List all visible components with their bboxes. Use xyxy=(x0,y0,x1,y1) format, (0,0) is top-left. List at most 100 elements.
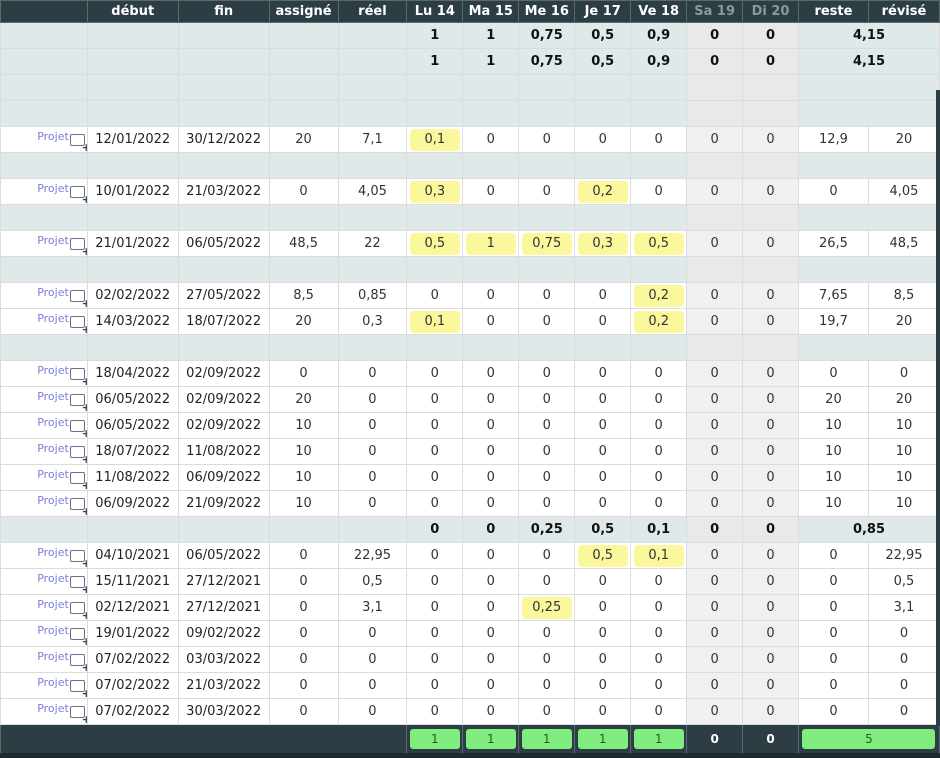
day-time-cell[interactable]: 0,5 xyxy=(406,230,464,257)
day-time-cell[interactable]: 0,2 xyxy=(574,178,632,205)
day-time-cell[interactable]: 0 xyxy=(574,282,632,309)
weekend-time-cell[interactable]: 0 xyxy=(742,568,799,595)
day-time-cell[interactable]: 0 xyxy=(462,360,520,387)
weekend-time-cell[interactable]: 0 xyxy=(686,672,744,699)
revised-cell[interactable]: 10 xyxy=(867,464,940,491)
revised-cell[interactable]: 10 xyxy=(867,412,940,439)
add-comment-icon[interactable] xyxy=(69,601,86,620)
day-time-cell[interactable]: 0 xyxy=(518,178,576,205)
day-time-cell[interactable]: 0 xyxy=(406,594,464,621)
add-comment-icon[interactable] xyxy=(69,653,86,672)
weekend-time-cell[interactable]: 0 xyxy=(686,698,744,725)
weekend-time-cell[interactable]: 0 xyxy=(686,464,744,491)
day-time-cell[interactable]: 0 xyxy=(462,646,520,673)
day-time-cell[interactable]: 0 xyxy=(518,620,576,647)
day-time-cell[interactable]: 0,1 xyxy=(406,308,464,335)
project-link[interactable]: Projet xyxy=(37,130,69,143)
day-time-cell[interactable]: 0 xyxy=(406,464,464,491)
col-header-weekend[interactable]: Di 20 xyxy=(742,0,799,23)
weekend-time-cell[interactable]: 0 xyxy=(742,438,799,465)
add-comment-icon[interactable] xyxy=(69,419,86,438)
day-time-cell[interactable]: 0 xyxy=(462,490,520,517)
project-link[interactable]: Projet xyxy=(37,702,69,715)
day-time-cell[interactable]: 0,25 xyxy=(518,594,576,621)
weekend-time-cell[interactable]: 0 xyxy=(742,464,799,491)
weekend-time-cell[interactable]: 0 xyxy=(686,412,744,439)
weekend-time-cell[interactable]: 0 xyxy=(742,230,799,257)
day-time-cell[interactable]: 0 xyxy=(574,412,632,439)
project-link[interactable]: Projet xyxy=(37,312,69,325)
day-time-cell[interactable]: 0 xyxy=(574,646,632,673)
weekend-time-cell[interactable]: 0 xyxy=(742,490,799,517)
day-time-cell[interactable]: 0 xyxy=(518,412,576,439)
day-time-cell[interactable]: 0 xyxy=(518,490,576,517)
weekend-time-cell[interactable]: 0 xyxy=(686,490,744,517)
weekend-time-cell[interactable]: 0 xyxy=(742,672,799,699)
project-link[interactable]: Projet xyxy=(37,468,69,481)
weekend-time-cell[interactable]: 0 xyxy=(686,230,744,257)
add-comment-icon[interactable] xyxy=(69,289,86,308)
day-time-cell[interactable]: 0,5 xyxy=(630,230,688,257)
day-time-cell[interactable]: 0 xyxy=(630,698,688,725)
revised-cell[interactable]: 4,05 xyxy=(867,178,940,205)
add-comment-icon[interactable] xyxy=(69,705,86,724)
day-time-cell[interactable]: 0,1 xyxy=(630,542,688,569)
weekend-time-cell[interactable]: 0 xyxy=(686,646,744,673)
day-time-cell[interactable]: 0 xyxy=(406,412,464,439)
col-header-day[interactable]: Je 17 xyxy=(574,0,632,23)
project-link[interactable]: Projet xyxy=(37,650,69,663)
project-link[interactable]: Projet xyxy=(37,624,69,637)
project-link[interactable]: Projet xyxy=(37,234,69,247)
day-time-cell[interactable]: 0,3 xyxy=(574,230,632,257)
revised-cell[interactable]: 8,5 xyxy=(867,282,940,309)
day-time-cell[interactable]: 0,5 xyxy=(574,542,632,569)
day-time-cell[interactable]: 0 xyxy=(630,412,688,439)
add-comment-icon[interactable] xyxy=(69,393,86,412)
weekend-time-cell[interactable]: 0 xyxy=(686,308,744,335)
add-comment-icon[interactable] xyxy=(69,185,86,204)
day-time-cell[interactable]: 0,75 xyxy=(518,230,576,257)
day-time-cell[interactable]: 0 xyxy=(630,126,688,153)
weekend-time-cell[interactable]: 0 xyxy=(742,386,799,413)
weekend-time-cell[interactable]: 0 xyxy=(686,594,744,621)
revised-cell[interactable]: 0 xyxy=(867,672,940,699)
day-time-cell[interactable]: 0 xyxy=(518,438,576,465)
revised-cell[interactable]: 0 xyxy=(867,620,940,647)
project-link[interactable]: Projet xyxy=(37,390,69,403)
day-time-cell[interactable]: 0 xyxy=(574,360,632,387)
day-time-cell[interactable]: 0 xyxy=(630,594,688,621)
day-time-cell[interactable]: 0 xyxy=(462,438,520,465)
add-comment-icon[interactable] xyxy=(69,549,86,568)
col-header-revise[interactable]: révisé xyxy=(867,0,940,23)
day-time-cell[interactable]: 0 xyxy=(406,542,464,569)
day-time-cell[interactable]: 0 xyxy=(518,542,576,569)
project-link[interactable]: Projet xyxy=(37,416,69,429)
weekend-time-cell[interactable]: 0 xyxy=(686,542,744,569)
day-time-cell[interactable]: 0 xyxy=(630,672,688,699)
day-time-cell[interactable]: 0 xyxy=(462,412,520,439)
day-time-cell[interactable]: 0 xyxy=(630,386,688,413)
day-time-cell[interactable]: 0 xyxy=(406,698,464,725)
day-time-cell[interactable]: 0 xyxy=(406,672,464,699)
project-link[interactable]: Projet xyxy=(37,676,69,689)
day-time-cell[interactable]: 0 xyxy=(462,464,520,491)
project-link[interactable]: Projet xyxy=(37,286,69,299)
weekend-time-cell[interactable]: 0 xyxy=(686,126,744,153)
day-time-cell[interactable]: 0 xyxy=(462,698,520,725)
col-header-day[interactable]: Lu 14 xyxy=(406,0,464,23)
revised-cell[interactable]: 22,95 xyxy=(867,542,940,569)
day-time-cell[interactable]: 0 xyxy=(574,438,632,465)
day-time-cell[interactable]: 0 xyxy=(518,646,576,673)
project-link[interactable]: Projet xyxy=(37,182,69,195)
add-comment-icon[interactable] xyxy=(69,679,86,698)
day-time-cell[interactable]: 0 xyxy=(518,698,576,725)
weekend-time-cell[interactable]: 0 xyxy=(742,542,799,569)
day-time-cell[interactable]: 0,1 xyxy=(406,126,464,153)
revised-cell[interactable]: 0,5 xyxy=(867,568,940,595)
day-time-cell[interactable]: 0 xyxy=(462,178,520,205)
day-time-cell[interactable]: 0 xyxy=(518,386,576,413)
col-header-day[interactable]: Me 16 xyxy=(518,0,576,23)
day-time-cell[interactable]: 0 xyxy=(462,282,520,309)
day-time-cell[interactable]: 0 xyxy=(406,646,464,673)
add-comment-icon[interactable] xyxy=(69,133,86,152)
